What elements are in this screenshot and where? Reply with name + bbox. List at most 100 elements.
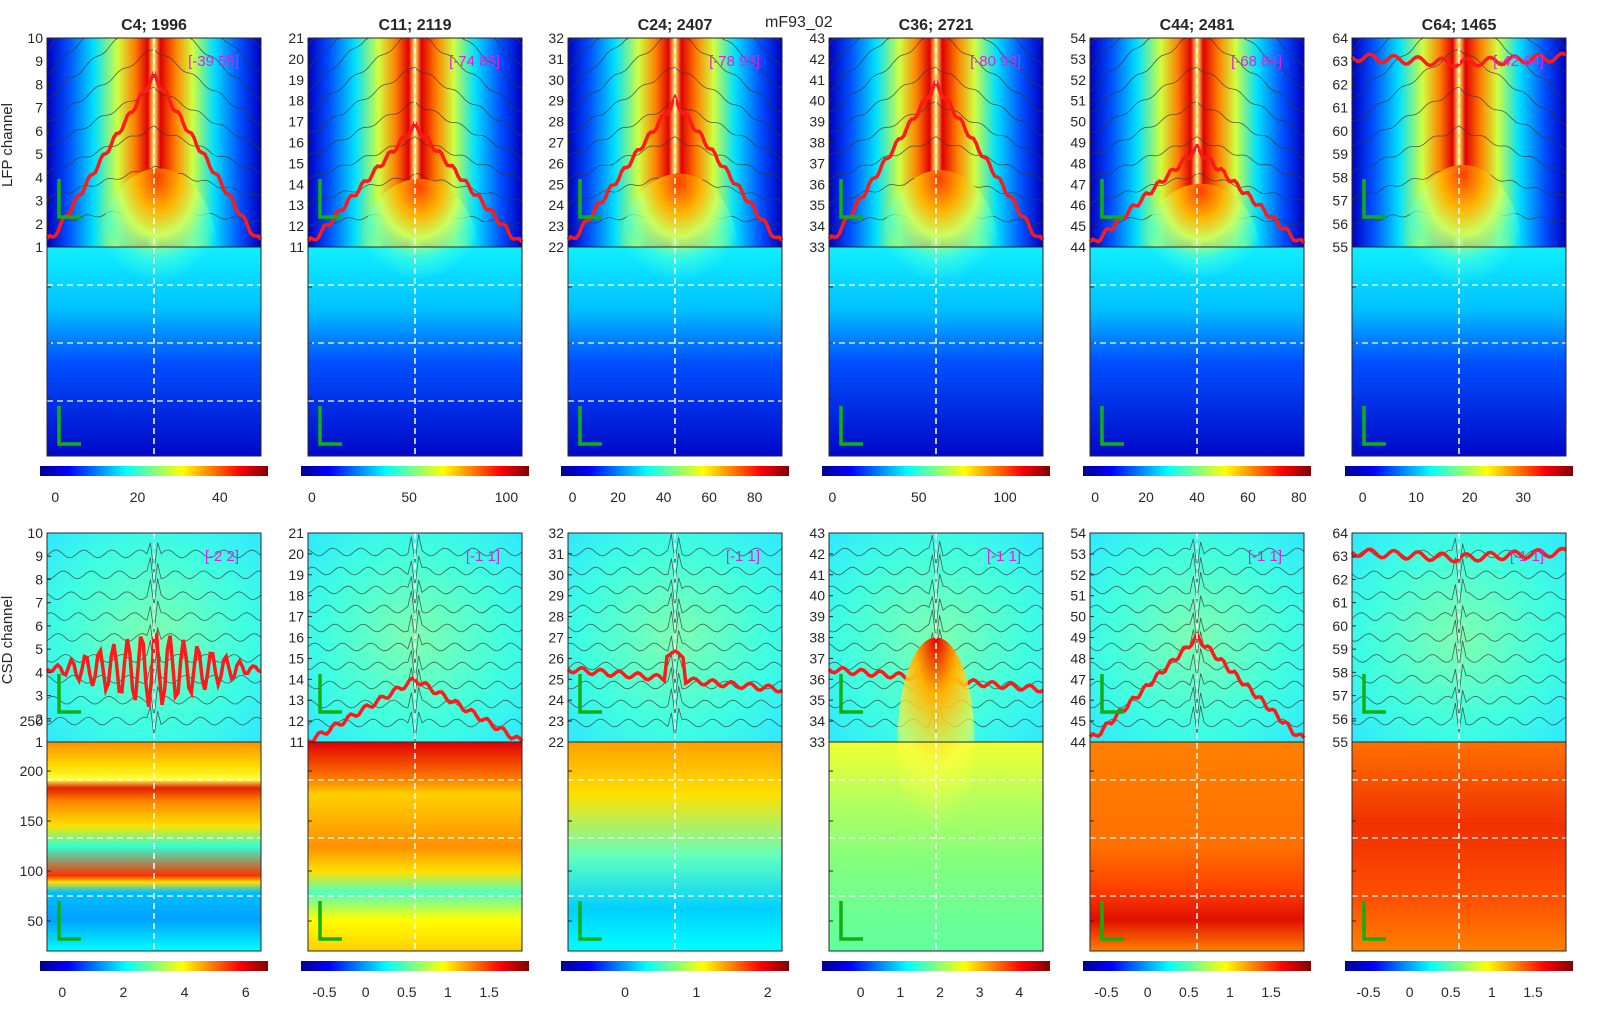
ytick-label: 31 xyxy=(548,51,564,67)
channel-trace xyxy=(828,553,1044,582)
colorbar xyxy=(1083,961,1311,971)
power-blob xyxy=(98,168,218,346)
ytick-label: 63 xyxy=(1332,548,1348,564)
lfp-panel: C64; 1465 55 56 57 58 59 60 61 62 63 64 [-42 64] 0 10… xyxy=(1332,17,1573,505)
ytick-label: 39 xyxy=(809,114,825,130)
ytick-label: 43 xyxy=(809,30,825,46)
colorbar-tick-label: 0 xyxy=(569,489,577,505)
channel-trace xyxy=(307,67,523,137)
ytick-label: 30 xyxy=(548,567,564,583)
ytick-label: 17 xyxy=(288,114,304,130)
colorbar-tick-label: 1 xyxy=(444,984,452,1000)
ytick-label: 29 xyxy=(548,588,564,604)
ytick-label: 42 xyxy=(809,546,825,562)
ytick-label: 45 xyxy=(1070,218,1086,234)
figure-title: mF93_02 xyxy=(765,14,833,31)
ytick-label: 44 xyxy=(1070,239,1086,255)
ytick-label: 17 xyxy=(288,609,304,625)
ytick-label: 8 xyxy=(35,571,43,587)
csd-panel: 22 23 24 25 26 27 28 29 30 31 32 [-1 1] 0 1 2 xyxy=(548,525,789,1000)
mean-trace xyxy=(307,676,524,744)
ytick-label: 28 xyxy=(548,114,564,130)
colorbar-tick-label: -0.5 xyxy=(1094,984,1118,1000)
scale-bar xyxy=(839,901,863,941)
colorbar-tick-label: 0 xyxy=(58,984,66,1000)
colorbar-tick-label: 0 xyxy=(362,984,370,1000)
ytick-label: 4 xyxy=(35,664,43,680)
range-label: [-1 1] xyxy=(466,548,500,565)
scale-bar xyxy=(839,674,863,714)
scale-bar xyxy=(578,406,602,446)
colorbar-tick-label: 0 xyxy=(1144,984,1152,1000)
colorbar-tick-label: 0 xyxy=(51,489,59,505)
colorbar-tick-label: 6 xyxy=(242,984,250,1000)
ytick-label: 48 xyxy=(1070,650,1086,666)
ytick-label: 19 xyxy=(288,72,304,88)
channel-trace xyxy=(1089,136,1305,181)
channel-trace xyxy=(567,707,783,740)
colorbar-tick-label: 30 xyxy=(1515,489,1531,505)
colorbar-tick-label: 40 xyxy=(656,489,672,505)
ytick-label: 49 xyxy=(1070,630,1086,646)
ytick-label: 53 xyxy=(1070,546,1086,562)
channel-trace xyxy=(46,542,262,572)
ytick-label: 9 xyxy=(35,53,43,69)
ytick-label: 52 xyxy=(1070,72,1086,88)
ytick-label: 61 xyxy=(1332,595,1348,611)
channel-trace xyxy=(828,136,1044,181)
ytick-label: 50 xyxy=(1070,609,1086,625)
ytick-label: 6 xyxy=(35,123,43,139)
colorbar-tick-label: 0 xyxy=(1359,489,1367,505)
ytick-label: 21 xyxy=(288,30,304,46)
scale-bar xyxy=(318,674,342,714)
channel-trace xyxy=(307,136,523,181)
ytick-label: 45 xyxy=(1070,713,1086,729)
ytick-label: 12 xyxy=(288,713,304,729)
range-label: [-1 1] xyxy=(1510,548,1544,565)
colorbar-tick-label: 0.5 xyxy=(397,984,417,1000)
channel-trace xyxy=(567,534,783,563)
ytick-label: 57 xyxy=(1332,193,1348,209)
ytick-label: 18 xyxy=(288,588,304,604)
lfp-panel: C11; 2119 11 12 13 14 15 16 17 18 19 20 21 [-74 85] 0… xyxy=(288,17,529,505)
ytick-label: 47 xyxy=(1070,176,1086,192)
ytick-label: 27 xyxy=(548,630,564,646)
lfp-panel: C44; 2481 44 45 46 47 48 49 50 51 52 53 54 [-68 84] 0… xyxy=(1070,17,1311,505)
scale-bar xyxy=(57,406,81,446)
colorbar-tick-label: 60 xyxy=(701,489,717,505)
ytick-label: 29 xyxy=(548,93,564,109)
channel-trace xyxy=(567,630,782,662)
ytick-label: 60 xyxy=(1332,123,1348,139)
csd-ylabel: CSD channel xyxy=(0,596,16,684)
ytick-label: 51 xyxy=(1070,93,1086,109)
ytick-label: 2 xyxy=(35,711,43,727)
ytick-label: 18 xyxy=(288,93,304,109)
colorbar-tick-label: 100 xyxy=(993,489,1017,505)
ytick-label: 33 xyxy=(809,734,825,750)
ytick-label: 49 xyxy=(1070,135,1086,151)
ytick-label: 4 xyxy=(35,169,43,185)
ytick-label: 21 xyxy=(288,525,304,541)
ytick-label: 22 xyxy=(548,734,564,750)
ytick-label: 47 xyxy=(1070,671,1086,687)
scale-bar xyxy=(1100,674,1124,714)
ytick-label: 61 xyxy=(1332,100,1348,116)
scale-bar xyxy=(578,179,602,219)
ytick-label: 62 xyxy=(1332,571,1348,587)
mean-trace xyxy=(1350,51,1567,69)
power-blob xyxy=(619,173,739,341)
ytick-label: 20 xyxy=(288,51,304,67)
ytick-label: 34 xyxy=(809,713,825,729)
channel-trace xyxy=(1352,578,1567,610)
channel-trace xyxy=(46,125,262,175)
channel-trace xyxy=(1351,703,1567,733)
channel-trace xyxy=(46,600,262,633)
ytick-label: 38 xyxy=(809,630,825,646)
ytick-label: 46 xyxy=(1070,197,1086,213)
ytick-label: 37 xyxy=(809,650,825,666)
ytick-label: 26 xyxy=(548,650,564,666)
colorbar-tick-label: 2 xyxy=(764,984,772,1000)
ytick-label: 62 xyxy=(1332,76,1348,92)
colorbar xyxy=(561,961,789,971)
ytick-label: 8 xyxy=(35,76,43,92)
